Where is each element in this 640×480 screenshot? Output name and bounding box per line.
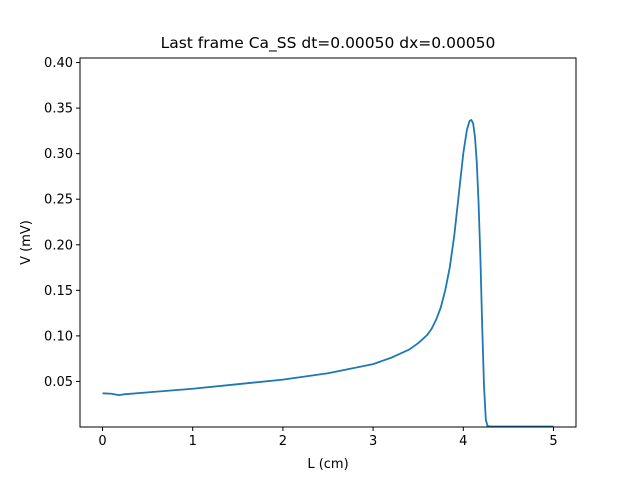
- x-axis-ticks: 0 1 2 3 4 5: [98, 427, 558, 449]
- plot-frame: [79, 57, 577, 428]
- y-tick-label: 0.20: [44, 238, 73, 253]
- y-tick-label: 0.40: [44, 56, 73, 71]
- y-axis-label: V (mV): [19, 220, 34, 265]
- x-tick-label: 5: [549, 434, 557, 449]
- x-tick-label: 3: [369, 434, 377, 449]
- y-tick-label: 0.25: [44, 193, 73, 208]
- x-tick-label: 0: [98, 434, 106, 449]
- y-tick-label: 0.30: [44, 147, 73, 162]
- chart-title: Last frame Ca_SS dt=0.00050 dx=0.00050: [161, 34, 496, 53]
- y-tick-label: 0.35: [44, 102, 73, 117]
- plot-line-layer: [102, 119, 554, 428]
- y-axis-ticks: 0.05 0.10 0.15 0.20 0.25 0.30 0.35 0.40: [44, 56, 80, 390]
- x-tick-label: 2: [279, 434, 287, 449]
- y-tick-label: 0.10: [44, 329, 73, 344]
- x-tick-label: 4: [459, 434, 467, 449]
- x-tick-label: 1: [189, 434, 197, 449]
- y-tick-label: 0.15: [44, 284, 73, 299]
- y-tick-label: 0.05: [44, 375, 73, 390]
- x-axis-label: L (cm): [307, 457, 348, 472]
- series-line: [102, 119, 554, 428]
